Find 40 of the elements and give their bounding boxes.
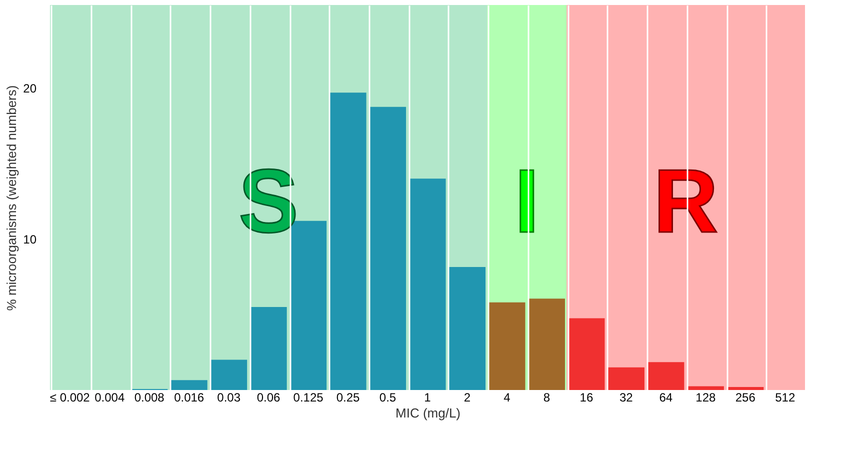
- bar: [528, 298, 565, 390]
- bar: [727, 386, 764, 390]
- x-tick-label: 256: [735, 390, 756, 404]
- x-tick-label: ≤ 0.002: [50, 390, 90, 404]
- bar: [448, 266, 486, 390]
- bar: [409, 178, 446, 390]
- bar: [210, 360, 248, 390]
- band-label: R: [653, 152, 718, 252]
- x-tick-label: 16: [580, 390, 594, 404]
- x-tick-label: 0.004: [94, 390, 125, 404]
- x-axis-title: MIC (mg/L): [396, 406, 460, 420]
- x-tick-label: 32: [620, 390, 634, 404]
- x-tick-label: 0.5: [379, 390, 396, 404]
- bar: [687, 386, 724, 390]
- x-tick-label: 128: [696, 390, 716, 404]
- x-tick-label: 0.008: [134, 390, 165, 404]
- x-tick-label: 2: [464, 390, 471, 404]
- x-tick-label: 64: [659, 390, 673, 404]
- y-tick-label: 20: [23, 82, 37, 96]
- x-tick-label: 0.03: [217, 390, 241, 404]
- x-tick-label: 8: [543, 390, 550, 404]
- x-tick-label: 1: [424, 390, 432, 404]
- band-label: I: [514, 152, 540, 252]
- band-label: S: [238, 152, 299, 252]
- x-tick-label: 512: [775, 390, 796, 404]
- bar: [170, 380, 208, 390]
- bar: [608, 367, 644, 390]
- bar: [250, 306, 287, 390]
- x-tick-label: 0.016: [174, 390, 204, 404]
- bar: [369, 106, 406, 390]
- bar: [330, 92, 366, 390]
- bar: [488, 302, 526, 390]
- y-tick-label: 10: [23, 232, 37, 247]
- bar: [568, 318, 605, 390]
- bar: [648, 362, 684, 390]
- x-tick-label: 0.125: [293, 390, 324, 404]
- x-tick-label: 4: [504, 390, 511, 404]
- y-axis-title: % microorganisms (weighted numbers): [4, 85, 20, 311]
- x-tick-label: 0.25: [336, 390, 360, 404]
- x-tick-label: 0.06: [256, 390, 281, 404]
